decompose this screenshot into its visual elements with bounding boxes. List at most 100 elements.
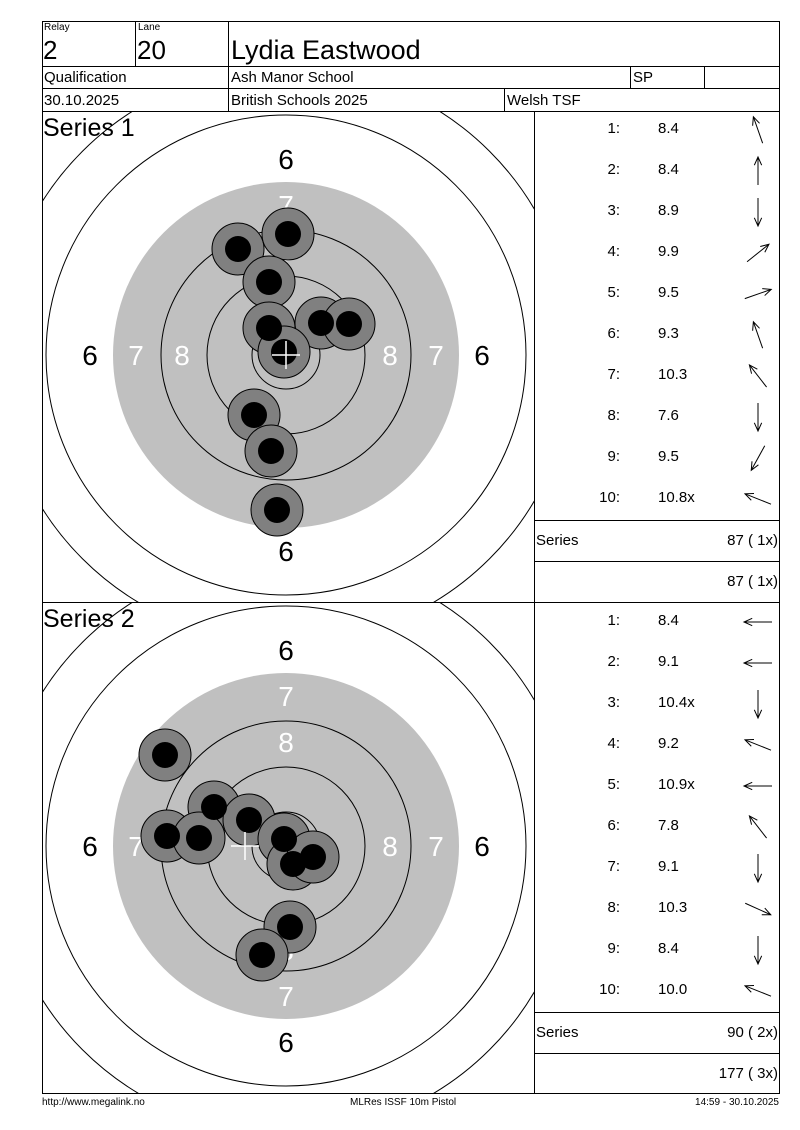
shot-score: 9.5 [658,448,679,465]
direction-arrow-icon [742,658,772,668]
shot-center [258,438,284,464]
shot-score: 9.1 [658,858,679,875]
relay-label: Relay [44,22,70,33]
shot-center [271,339,297,365]
ring-label: 7 [128,831,144,862]
shot-score: 10.0 [658,981,688,998]
shot-score: 10.3 [658,899,688,916]
shot-center [152,742,178,768]
ring-label: 6 [278,144,294,175]
shot-score: 10.3 [658,366,688,383]
shot-center [308,310,334,336]
shot-row: 5: 9.5 [535,274,780,315]
ring-label: 7 [128,340,144,371]
shot-row: 8: 7.6 [535,397,780,438]
shot-score: 9.5 [658,284,679,301]
stage-label: Qualification [44,69,127,86]
shot-score: 8.9 [658,202,679,219]
direction-arrow-icon [753,936,763,966]
shot-score: 9.9 [658,243,679,260]
shot-center [280,851,306,877]
shot-center [154,823,180,849]
ring-label: 6 [278,536,294,567]
shot-center [201,794,227,820]
direction-arrow-icon [753,198,763,228]
shot-row: 7: 9.1 [535,848,780,889]
shot-score: 8.4 [658,120,679,137]
series-1-label: Series [536,532,579,549]
shot-row: 9: 8.4 [535,930,780,971]
shot-number: 4: [607,243,620,260]
shot-row: 10: 10.8x [535,479,780,520]
ring-label: 6 [278,1027,294,1058]
shot-center [236,807,262,833]
footer-timestamp: 14:59 - 30.10.2025 [695,1097,779,1108]
shot-center [300,844,326,870]
class-label: SP [633,69,654,86]
shot-row: 4: 9.9 [535,233,780,274]
series-1-running-total: 87 ( 1x) [727,573,778,590]
direction-arrow-icon [750,445,766,472]
shot-number: 1: [607,612,620,629]
ring-label: 7 [428,340,444,371]
ring-label: 8 [382,340,398,371]
ring-label: 7 [278,981,294,1012]
target-svg: 5555666677778888 [43,603,534,1093]
shot-center [277,914,303,940]
shot-row: 10: 10.0 [535,971,780,1012]
competition-name: British Schools 2025 [231,92,368,109]
direction-arrow-icon [743,738,772,751]
shot-number: 6: [607,817,620,834]
relay-number: 2 [43,35,58,65]
ring-label: 6 [82,831,98,862]
shot-number: 10: [599,981,620,998]
direction-arrow-icon [748,814,767,839]
direction-arrow-icon [748,363,767,388]
shot-number: 4: [607,735,620,752]
series-2-running-total: 177 ( 3x) [718,1065,778,1082]
shot-number: 3: [607,694,620,711]
shooter-name: Lydia Eastwood [231,35,421,65]
shot-row: 9: 9.5 [535,438,780,479]
direction-arrow-icon [744,288,773,300]
shot-row: 7: 10.3 [535,356,780,397]
target-ring [45,605,527,1087]
ring-label: 8 [278,727,294,758]
shot-center [271,826,297,852]
direction-arrow-icon [745,902,772,916]
shot-center [256,269,282,295]
footer-url[interactable]: http://www.megalink.no [42,1097,145,1108]
shot-number: 7: [607,858,620,875]
ring-label: 6 [278,635,294,666]
date-label: 30.10.2025 [44,92,120,109]
direction-arrow-icon [743,984,772,997]
shot-score: 8.4 [658,940,679,957]
ring-label: 8 [174,340,190,371]
series-2-total: 90 ( 2x) [727,1024,778,1041]
direction-arrow-icon [752,115,764,144]
ring-label: 6 [82,340,98,371]
shot-row: 3: 8.9 [535,192,780,233]
series-1-target: 5555666677778888 [43,112,534,602]
direction-arrow-icon [753,155,763,185]
lane-label: Lane [138,22,161,33]
shot-score: 10.9x [658,776,695,793]
shot-number: 3: [607,202,620,219]
shot-number: 2: [607,161,620,178]
series-1-title: Series 1 [43,114,135,142]
shot-center [186,825,212,851]
shot-center [336,311,362,337]
direction-arrow-icon [753,403,763,433]
nation-label: Welsh TSF [507,92,581,109]
direction-arrow-icon [742,617,772,627]
shot-score: 9.3 [658,325,679,342]
shot-row: 3: 10.4x [535,684,780,725]
series-2-target: 5555666677778888 [43,603,534,1093]
ring-label: 8 [382,831,398,862]
shot-row: 1: 8.4 [535,602,780,643]
shot-row: 4: 9.2 [535,725,780,766]
shot-number: 7: [607,366,620,383]
shot-center [275,221,301,247]
direction-arrow-icon [752,320,764,349]
shot-score: 7.8 [658,817,679,834]
